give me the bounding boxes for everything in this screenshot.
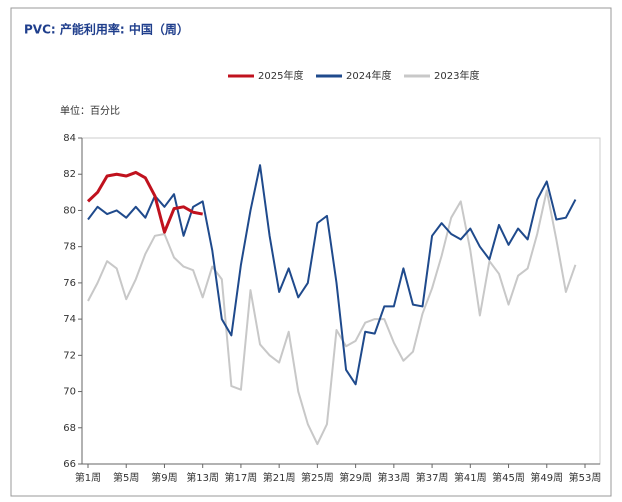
x-tick-label: 第5周 bbox=[113, 471, 139, 484]
y-tick-label: 74 bbox=[63, 314, 76, 325]
y-tick-label: 66 bbox=[63, 459, 76, 470]
legend-label: 2025年度 bbox=[258, 69, 303, 82]
x-tick-label: 第45周 bbox=[492, 471, 525, 484]
plot-frame bbox=[81, 137, 601, 465]
y-tick-label: 70 bbox=[63, 387, 76, 398]
x-tick-label: 第41周 bbox=[454, 471, 487, 484]
y-tick-label: 78 bbox=[63, 242, 76, 253]
series-line bbox=[87, 164, 577, 386]
x-tick-label: 第29周 bbox=[339, 471, 372, 484]
y-tick-label: 68 bbox=[63, 423, 76, 434]
chart-title: PVC: 产能利用率: 中国（周） bbox=[24, 22, 189, 37]
x-tick-label: 第33周 bbox=[377, 471, 410, 484]
y-tick-label: 72 bbox=[63, 350, 76, 361]
legend-label: 2023年度 bbox=[434, 69, 479, 82]
x-tick-label: 第37周 bbox=[416, 471, 449, 484]
x-tick-label: 第21周 bbox=[263, 471, 296, 484]
y-tick-label: 80 bbox=[63, 205, 76, 216]
series-line bbox=[87, 189, 577, 446]
unit-label: 单位：百分比 bbox=[60, 104, 120, 117]
y-tick-label: 76 bbox=[63, 278, 76, 289]
series-line bbox=[86, 170, 203, 234]
x-tick-label: 第1周 bbox=[75, 471, 101, 484]
x-tick-label: 第17周 bbox=[225, 471, 258, 484]
x-tick-label: 第13周 bbox=[186, 471, 219, 484]
legend-label: 2024年度 bbox=[346, 69, 391, 82]
x-tick-label: 第9周 bbox=[151, 471, 177, 484]
x-tick-label: 第25周 bbox=[301, 471, 334, 484]
y-tick-label: 82 bbox=[63, 169, 76, 180]
frame bbox=[10, 7, 612, 497]
y-tick-label: 84 bbox=[63, 133, 76, 144]
x-tick-label: 第53周 bbox=[569, 471, 602, 484]
x-tick-label: 第49周 bbox=[530, 471, 563, 484]
